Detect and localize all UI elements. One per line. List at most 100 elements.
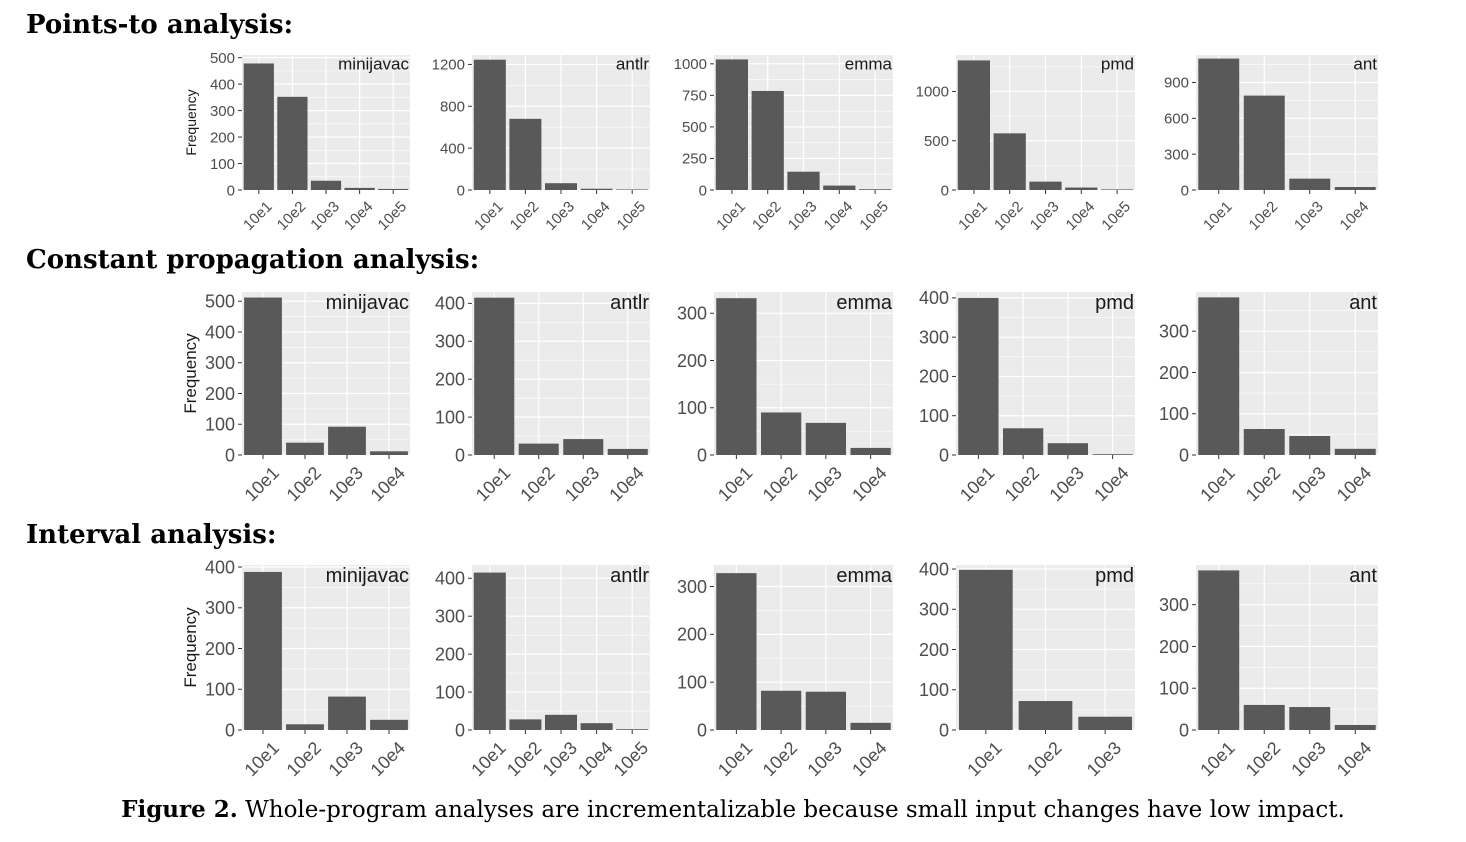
y-tick-label: 0 (1179, 445, 1189, 465)
x-tick-label: 10e3 (1027, 198, 1063, 234)
bar-10e1 (1198, 297, 1240, 455)
bar-10e3 (563, 439, 604, 455)
y-tick-label: 0 (457, 182, 465, 199)
x-tick-label: 10e3 (561, 463, 603, 505)
bar-10e3 (544, 714, 578, 730)
bar-10e3 (328, 696, 366, 730)
chart-0-2: 0 250 500 750 1000 10e1 10e2 10e3 10e4 10e5 emma (674, 54, 893, 234)
x-tick-label: 10e1 (714, 463, 756, 505)
x-tick-label: 10e5 (1098, 198, 1134, 234)
bar-10e1 (716, 573, 757, 730)
figure-caption: Figure 2. Whole-program analyses are inc… (0, 796, 1466, 823)
x-tick-label: 10e3 (803, 738, 845, 780)
x-tick-label: 10e1 (956, 463, 998, 505)
section-title-points-to: Points-to analysis: (26, 10, 294, 40)
y-tick-label: 100 (1159, 404, 1189, 424)
y-tick-label: 100 (919, 680, 949, 700)
strip-label: pmd (1101, 54, 1134, 73)
bar-10e1 (244, 297, 282, 455)
bar-10e2 (286, 724, 324, 730)
bar-10e2 (1243, 429, 1285, 455)
y-tick-label: 300 (677, 304, 707, 324)
y-tick-label: 300 (1159, 322, 1189, 342)
bar-10e1 (244, 571, 282, 730)
x-tick-label: 10e4 (367, 463, 409, 505)
y-axis-label: Frequency (181, 607, 200, 688)
bar-10e2 (1243, 95, 1285, 190)
bar-10e1 (243, 63, 274, 190)
x-tick-label: 10e4 (848, 463, 890, 505)
strip-label: ant (1353, 54, 1377, 73)
bar-10e2 (1002, 428, 1044, 455)
bar-10e1 (473, 572, 506, 730)
strip-label: pmd (1095, 565, 1134, 587)
bar-10e3 (787, 171, 820, 190)
x-tick-label: 10e1 (714, 738, 756, 780)
section-title-interval: Interval analysis: (26, 520, 277, 550)
x-tick-label: 10e4 (821, 198, 857, 234)
bar-10e4 (370, 451, 408, 455)
x-tick-label: 10e2 (759, 738, 801, 780)
bar-10e3 (1289, 707, 1331, 730)
bar-10e2 (760, 412, 802, 455)
caption-label: Figure 2. (121, 796, 238, 823)
bar-10e1 (1198, 570, 1240, 730)
x-tick-label: 10e2 (283, 738, 325, 780)
bar-10e2 (509, 118, 542, 190)
x-tick-label: 10e2 (503, 738, 545, 780)
strip-label: minijavac (326, 292, 409, 314)
x-tick-label: 10e2 (1242, 738, 1284, 780)
x-tick-label: 10e5 (610, 738, 652, 780)
y-tick-label: 400 (440, 140, 465, 157)
x-tick-label: 10e3 (325, 738, 367, 780)
bar-10e4 (580, 188, 613, 190)
x-tick-label: 10e2 (1023, 738, 1065, 780)
x-tick-label: 10e1 (240, 198, 276, 234)
bar-10e3 (328, 426, 366, 455)
y-tick-label: 0 (699, 182, 707, 199)
y-tick-label: 100 (205, 680, 235, 700)
y-tick-label: 200 (210, 129, 235, 146)
y-tick-label: 0 (455, 720, 465, 740)
x-tick-label: 10e4 (1333, 463, 1375, 505)
y-tick-label: 300 (919, 327, 949, 347)
x-tick-label: 10e3 (1045, 463, 1087, 505)
y-tick-label: 400 (205, 322, 235, 342)
bar-10e4 (1334, 448, 1376, 455)
x-tick-label: 10e4 (605, 463, 647, 505)
bar-10e2 (751, 90, 784, 190)
strip-label: ant (1349, 292, 1377, 314)
y-tick-label: 300 (210, 103, 235, 120)
y-tick-label: 100 (677, 398, 707, 418)
strip-label: antlr (610, 565, 649, 587)
bar-10e1 (473, 59, 506, 190)
x-tick-label: 10e1 (963, 738, 1005, 780)
chart-1-4: 0 100 200 300 10e1 10e2 10e3 10e4 ant (1159, 292, 1378, 505)
chart-0-4: 0 300 600 900 10e1 10e2 10e3 10e4 ant (1164, 54, 1378, 234)
bar-10e2 (1018, 701, 1073, 730)
y-tick-label: 0 (1179, 720, 1189, 740)
bar-10e1 (715, 59, 749, 190)
x-tick-label: 10e2 (1242, 463, 1284, 505)
strip-label: emma (836, 565, 892, 587)
x-tick-label: 10e4 (1337, 198, 1373, 234)
x-tick-label: 10e2 (274, 198, 310, 234)
y-tick-label: 200 (1159, 363, 1189, 383)
y-tick-label: 200 (919, 640, 949, 660)
y-tick-label: 400 (205, 557, 235, 577)
y-tick-label: 200 (1159, 637, 1189, 657)
x-tick-label: 10e5 (375, 198, 411, 234)
y-tick-label: 300 (1164, 146, 1189, 163)
y-tick-label: 0 (941, 182, 949, 199)
strip-label: ant (1349, 565, 1377, 587)
y-tick-label: 750 (682, 88, 707, 105)
y-tick-label: 300 (435, 332, 465, 352)
chart-2-4: 0 100 200 300 10e1 10e2 10e3 10e4 ant (1159, 565, 1378, 780)
y-tick-label: 100 (677, 672, 707, 692)
bar-10e4 (823, 185, 856, 190)
bar-10e1 (474, 297, 515, 455)
y-tick-label: 600 (1164, 111, 1189, 128)
y-tick-label: 0 (455, 445, 465, 465)
bar-10e3 (1078, 716, 1133, 730)
x-tick-label: 10e3 (539, 738, 581, 780)
